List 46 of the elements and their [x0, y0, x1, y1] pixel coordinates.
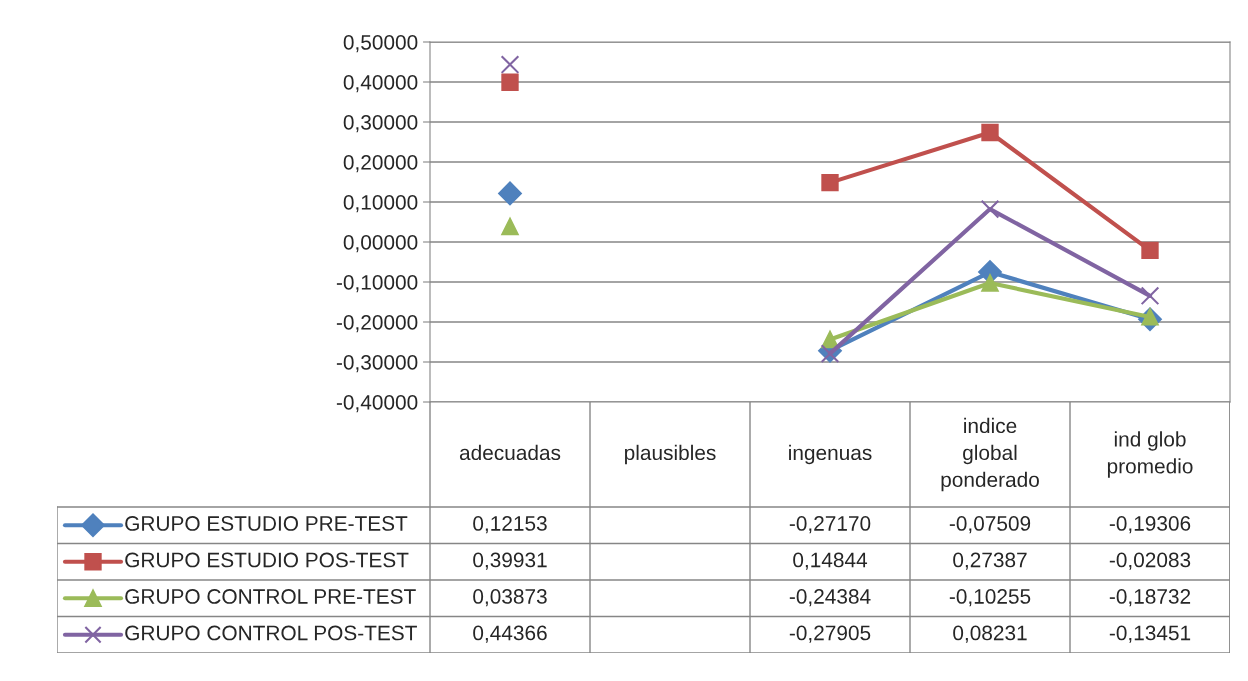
data-label: -0,27170 — [789, 516, 871, 534]
point — [1141, 241, 1159, 260]
legend-label: GRUPO ESTUDIO POS-TEST — [125, 552, 409, 568]
y-tick-label: 0,10000 — [343, 195, 418, 213]
y-tick-label: -0,20000 — [336, 315, 418, 333]
point — [501, 73, 519, 91]
y-tick-label: 0,30000 — [343, 115, 418, 133]
data-label: -0,27905 — [789, 625, 871, 643]
y-tick-label: -0,30000 — [336, 355, 418, 373]
point — [981, 123, 999, 142]
y-tick-label: -0,40000 — [336, 395, 418, 413]
x-tick-label: plausibles — [625, 444, 716, 465]
y-tick-label: -0,10000 — [336, 275, 418, 293]
point — [498, 181, 522, 206]
x-tick-label: indice global ponderado — [941, 417, 1039, 492]
legend-label: GRUPO CONTROL PRE-TEST — [125, 589, 416, 604]
data-label: -0,19306 — [1109, 516, 1191, 534]
point — [821, 173, 839, 192]
y-tick-label: 0,50000 — [343, 35, 418, 53]
legend-label: GRUPO CONTROL POS-TEST — [125, 625, 417, 641]
data-label: -0,10255 — [949, 589, 1031, 607]
data-label: 0,44366 — [473, 625, 547, 643]
point — [501, 217, 519, 236]
x-tick-label: ind glob promedio — [1107, 431, 1193, 478]
x-tick-label: ingenuas — [789, 444, 872, 465]
point — [500, 55, 520, 74]
data-label: 0,03873 — [473, 589, 547, 607]
data-label: -0,18732 — [1109, 589, 1191, 607]
point — [820, 344, 840, 363]
y-tick-label: 0,20000 — [343, 155, 418, 173]
point — [981, 274, 999, 292]
data-label: 0,12153 — [473, 516, 547, 534]
data-label: -0,02083 — [1109, 552, 1191, 570]
data-label: 0,27387 — [953, 552, 1027, 570]
x-tick-label: adecuadas — [459, 444, 561, 461]
legend-label: GRUPO ESTUDIO PRE-TEST — [125, 516, 408, 531]
y-tick-label: 0,00000 — [343, 235, 418, 253]
data-label: -0,24384 — [789, 589, 871, 607]
point — [1140, 286, 1160, 306]
data-label: 0,14844 — [793, 552, 868, 570]
data-label: -0,07509 — [949, 516, 1031, 534]
data-label: 0,39931 — [473, 552, 547, 570]
data-label: -0,13451 — [1109, 625, 1191, 643]
data-label: 0,08231 — [953, 625, 1027, 643]
y-tick-label: 0,40000 — [343, 75, 418, 93]
point — [980, 199, 1000, 219]
